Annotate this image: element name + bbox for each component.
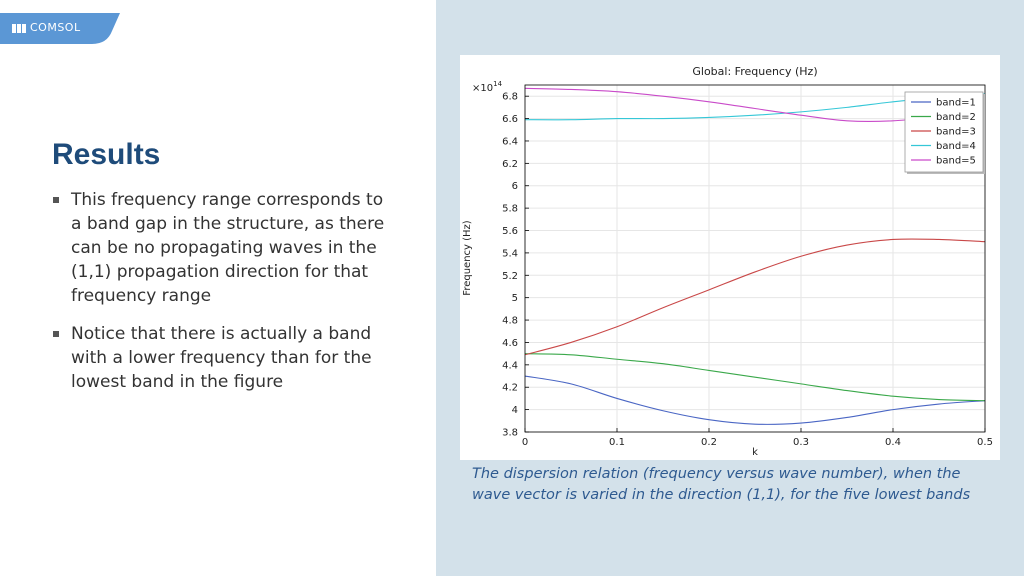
series-line-band-3	[524, 238, 986, 356]
series-line-band-1	[524, 375, 986, 425]
slide-left-panel: COMSOL Results This frequency range corr…	[0, 0, 436, 576]
legend-label: band=3	[936, 127, 976, 138]
legend-label: band=2	[936, 112, 976, 123]
x-tick-label: 0	[522, 437, 528, 448]
bullet-list: This frequency range corresponds to a ba…	[52, 188, 392, 408]
x-tick-label: 0.4	[885, 437, 901, 448]
x-tick-label: 0.2	[701, 437, 717, 448]
legend-label: band=1	[936, 98, 976, 109]
x-tick-label: 0.3	[793, 437, 809, 448]
legend: band=1 band=2 band=3 band=4 band=5	[904, 91, 985, 174]
bullet-text: This frequency range corresponds to a ba…	[71, 190, 385, 306]
legend-box	[904, 91, 984, 173]
y-tick-label: 6.2	[502, 159, 518, 170]
y-tick-label: 5.8	[502, 204, 518, 215]
legend-label: band=5	[936, 156, 976, 167]
y-tick-label: 4.2	[502, 383, 518, 394]
bullet-item: This frequency range corresponds to a ba…	[52, 188, 392, 308]
legend-label: band=4	[936, 141, 976, 152]
chart-title: Global: Frequency (Hz)	[692, 65, 817, 78]
y-tick-label: 4	[512, 405, 518, 416]
y-tick-label: 5.6	[502, 226, 518, 237]
y-multiplier-base: ×10	[472, 83, 493, 94]
x-tick-label: 0.5	[977, 437, 993, 448]
y-tick-label: 4.6	[502, 338, 518, 349]
logo-banner-shape	[0, 13, 120, 44]
y-tick-label: 5	[512, 293, 518, 304]
y-tick-label: 6.6	[502, 114, 518, 125]
logo-mark-icon	[12, 24, 26, 33]
y-tick-label: 5.4	[502, 248, 518, 259]
y-tick-label: 3.8	[502, 428, 518, 439]
bullet-item: Notice that there is actually a band wit…	[52, 322, 392, 394]
y-multiplier-exponent: 14	[493, 80, 502, 88]
slide-title: Results	[52, 138, 161, 171]
bullet-square-icon	[53, 331, 59, 337]
chart-panel: 0 0.1 0.2 0.3 0.4 0.5 3.8 4 4.2 4.4 4.6 4.8 5 5.2 5.4 5…	[460, 55, 1000, 460]
y-multiplier: ×1014	[472, 80, 503, 94]
x-axis-label: k	[752, 447, 758, 458]
y-tick-label: 6.4	[502, 136, 518, 147]
y-tick-label: 4.4	[502, 360, 518, 371]
frequency-chart: 0 0.1 0.2 0.3 0.4 0.5 3.8 4 4.2 4.4 4.6 4.8 5 5.2 5.4 5…	[462, 65, 993, 458]
y-tick-label: 6	[512, 181, 518, 192]
y-axis-label: Frequency (Hz)	[462, 220, 473, 296]
y-tick-label: 4.8	[502, 316, 518, 327]
plot-frame	[524, 84, 986, 433]
x-tick-label: 0.1	[609, 437, 625, 448]
axis-ticks: 0 0.1 0.2 0.3 0.4 0.5 3.8 4 4.2 4.4 4.6 4.8 5 5.2 5.4 5…	[502, 92, 993, 448]
bullet-square-icon	[53, 197, 59, 203]
comsol-logo: COMSOL	[0, 13, 120, 44]
bullet-text: Notice that there is actually a band wit…	[71, 324, 372, 392]
figure-caption: The dispersion relation (frequency versu…	[472, 466, 971, 503]
y-tick-label: 6.8	[502, 92, 518, 103]
logo-wordmark: COMSOL	[30, 21, 81, 34]
series-line-band-2	[524, 353, 986, 402]
y-tick-label: 5.2	[502, 271, 518, 282]
